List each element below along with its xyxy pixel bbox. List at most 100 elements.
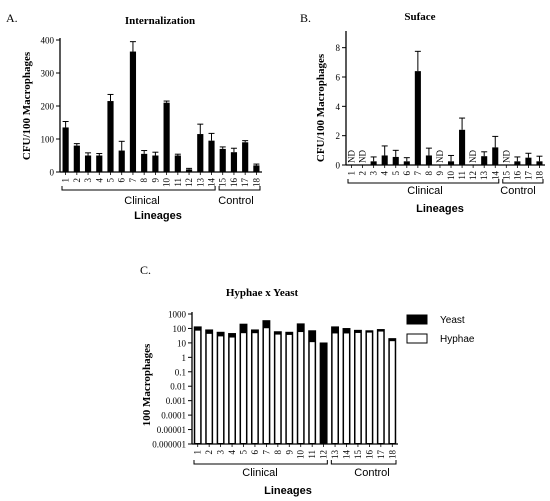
chart-b-bar [492, 147, 499, 165]
chart-a-bar [129, 51, 137, 172]
chart-c-hyphae-bar [194, 329, 201, 444]
chart-c-hyphae-bar [274, 333, 282, 444]
chart-a-x-tick-label: 2 [72, 178, 82, 183]
chart-b-nd-label: ND [435, 150, 445, 163]
chart-c-group-clinical: Clinical [242, 467, 277, 479]
chart-a-y-tick-label: 200 [41, 102, 55, 112]
chart-a-bar [208, 140, 215, 172]
chart-a-x-tick-label: 18 [251, 178, 261, 188]
chart-c-group-bracket [330, 460, 397, 465]
chart-c-hyphae-bar [228, 336, 236, 444]
chart-a-x-tick-label: 7 [128, 178, 138, 183]
chart-b-x-tick-label: 4 [380, 171, 390, 176]
chart-b-bar [481, 156, 488, 165]
chart-b-y-tick-label: 0 [336, 161, 341, 171]
chart-a-x-tick-label: 16 [229, 178, 239, 188]
chart-c-hyphae-bar [297, 331, 304, 444]
chart-b-bar [403, 161, 410, 165]
chart-a-x-tick-label: 6 [117, 178, 127, 183]
chart-b-group-clinical: Clinical [407, 185, 442, 197]
chart-b-x-tick-label: 15 [501, 171, 511, 181]
chart-a-bar [253, 165, 260, 172]
legend-yeast-label: Yeast [440, 315, 465, 326]
chart-b-nd-label: ND [347, 150, 357, 163]
chart-b-x-tick-label: 8 [424, 171, 434, 176]
chart-c-y-tick-label: 0.000001 [152, 440, 186, 450]
chart-b-y-tick-label: 4 [336, 102, 341, 112]
chart-c-x-tick-label: 14 [342, 450, 352, 460]
chart-a-y-tick-label: 100 [41, 135, 55, 145]
chart-c-axes [188, 312, 398, 465]
chart-b-bar [459, 129, 466, 165]
chart-b-bar [525, 157, 532, 165]
chart-c-y-tick-label: 1000 [168, 310, 187, 320]
chart-a-bar [242, 142, 249, 172]
chart-c-x-tick-label: 2 [204, 450, 214, 455]
chart-c-x-tick-label: 18 [387, 450, 397, 460]
chart-c-x-tick-label: 4 [227, 450, 237, 455]
chart-b-x-tick-label: 6 [402, 171, 412, 176]
chart-a-xlabel: Lineages [134, 210, 182, 222]
chart-a-x-tick-label: 13 [195, 178, 205, 188]
chart-c-bars [193, 320, 397, 445]
chart-c-x-tick-label: 10 [296, 450, 306, 460]
chart-a-y-tick-label: 0 [50, 168, 55, 178]
chart-a-bars [62, 41, 260, 172]
chart-b-bar [514, 161, 521, 165]
chart-b-x-tick-label: 13 [479, 171, 489, 181]
chart-c-x-tick-label: 5 [239, 450, 249, 455]
chart-c-y-tick-label: 0.01 [170, 382, 186, 392]
chart-c-group-bracket [193, 460, 328, 465]
chart-b-y-tick-label: 8 [336, 43, 341, 53]
chart-a-x-tick-label: 4 [94, 178, 104, 183]
chart-b-bar [414, 71, 421, 165]
chart-c-x-tick-label: 6 [250, 450, 260, 455]
chart-b-bar [381, 155, 388, 165]
chart-b-x-tick-label: 2 [358, 171, 368, 176]
chart-a-bar [84, 155, 92, 172]
chart-b-x-tick-label: 7 [413, 171, 423, 176]
chart-a-x-tick-label: 9 [150, 178, 160, 183]
chart-a-bar [96, 155, 103, 172]
chart-c-hyphae-bar [377, 330, 385, 444]
chart-b-nd-label: ND [501, 150, 511, 163]
chart-b-ylabel: CFU/100 Macrophages [315, 53, 327, 162]
chart-a-bar [219, 148, 226, 172]
chart-c-x-tick-label: 1 [193, 450, 203, 455]
chart-c-xlabel: Lineages [264, 485, 312, 497]
chart-c-x-tick-label: 7 [261, 450, 271, 455]
chart-c-y-tick-label: 0.001 [166, 396, 186, 406]
chart-a-x-tick-label: 11 [173, 178, 183, 187]
chart-a-x-tick-label: 8 [139, 178, 149, 183]
chart-b-group-control: Control [500, 185, 535, 197]
chart-b-x-tick-label: 3 [369, 171, 379, 176]
chart-b-x-tick-label: 1 [347, 171, 357, 176]
chart-c-x-tick-label: 3 [216, 450, 226, 455]
chart-c-hyphae-bar [286, 334, 293, 444]
chart-c-group-control: Control [354, 467, 389, 479]
panel-c-title: Hyphae x Yeast [226, 287, 299, 299]
chart-c-y-tick-label: 0.00001 [157, 425, 186, 435]
chart-a-axes [56, 38, 262, 191]
chart-b-x-tick-label: 10 [446, 171, 456, 181]
chart-c-y-tick-label: 0.0001 [161, 411, 186, 421]
chart-c-hyphae-bar [240, 332, 247, 444]
chart-a-x-tick-label: 12 [184, 178, 194, 187]
chart-b-nd-label: ND [468, 150, 478, 163]
chart-a-x-tick-label: 5 [106, 178, 116, 183]
legend-yeast-swatch [406, 314, 428, 325]
chart-a-ylabel: CFU/100 Macrophages [21, 51, 33, 160]
chart-b-axes [342, 31, 545, 184]
legend-hyphae-swatch [406, 333, 428, 344]
chart-a-bar [118, 150, 125, 172]
chart-a-group-bracket [218, 186, 261, 191]
chart-a-bar [197, 134, 204, 172]
chart-c-hyphae-bar [251, 332, 259, 444]
chart-b-x-tick-label: 12 [468, 171, 478, 180]
panel-a-title: Internalization [125, 15, 195, 27]
